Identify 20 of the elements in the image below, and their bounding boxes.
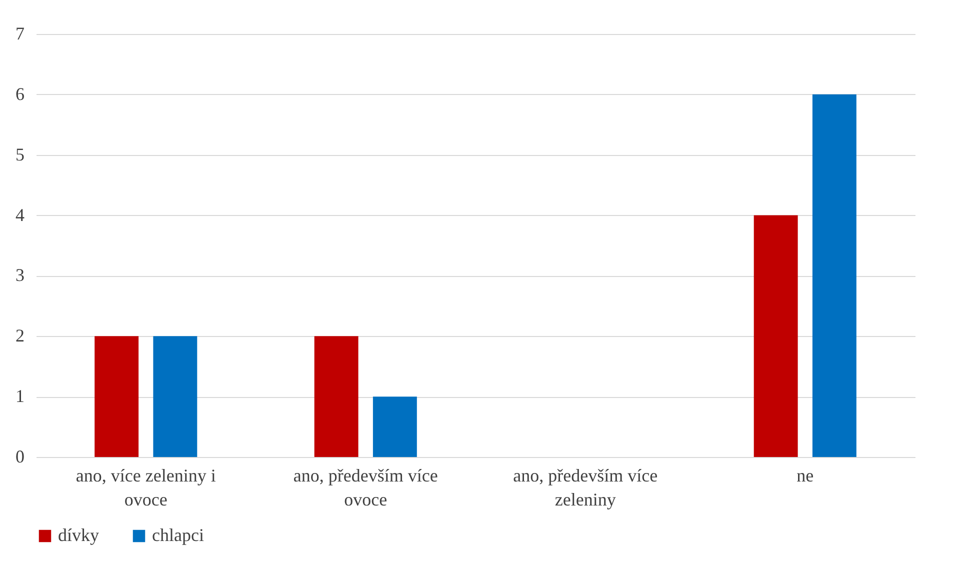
y-tick-label: 6 <box>16 84 24 104</box>
bar <box>372 396 417 457</box>
y-tick-label: 0 <box>16 446 24 466</box>
y-tick-label: 4 <box>16 204 24 225</box>
bar <box>812 94 856 457</box>
x-tick-label: ano, především více zeleniny <box>513 466 658 510</box>
y-tick-label: 2 <box>16 326 24 346</box>
bar <box>314 336 358 457</box>
y-tick-label: 5 <box>16 144 24 164</box>
x-tick-label: ano, více zeleniny i ovoce <box>76 466 216 510</box>
legend-label: chlapci <box>152 525 204 545</box>
y-tick-label: 3 <box>16 265 24 286</box>
bar <box>94 336 139 457</box>
bar <box>153 336 198 457</box>
legend-label: dívky <box>58 525 100 545</box>
x-tick-label: ano, především více ovoce <box>293 466 438 510</box>
bar <box>754 215 798 457</box>
y-tick-label: 1 <box>16 386 24 406</box>
x-tick-label: ne <box>796 466 814 486</box>
y-tick-label: 7 <box>16 24 24 44</box>
